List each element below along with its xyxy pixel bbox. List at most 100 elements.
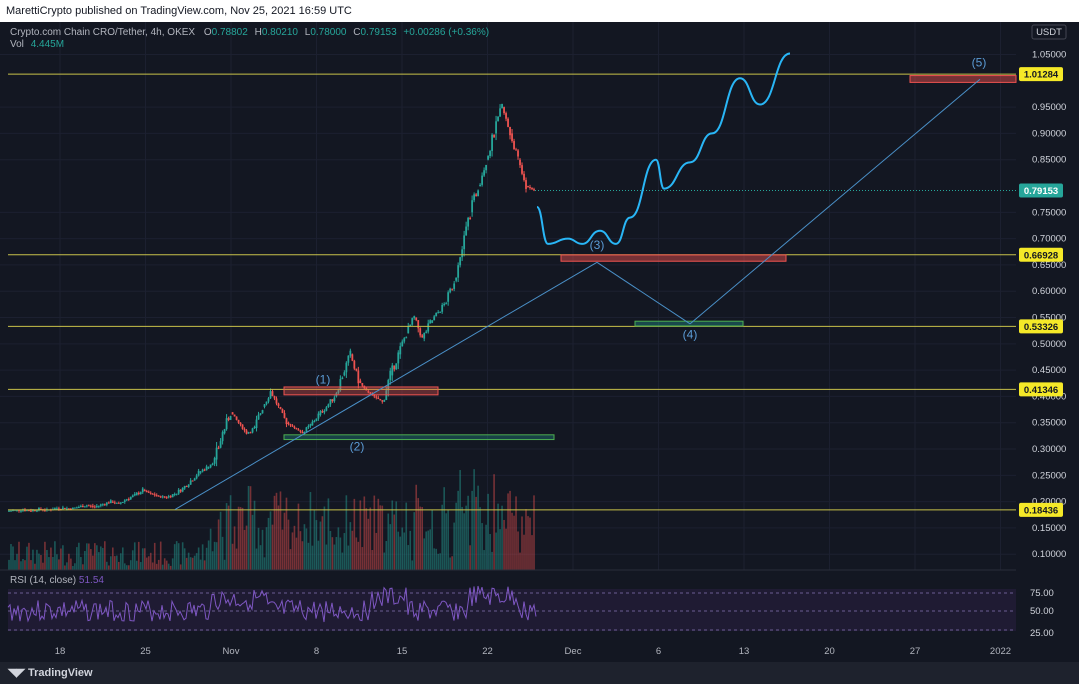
volume-bar xyxy=(481,523,483,570)
volume-bar xyxy=(26,546,28,570)
level-tag: 0.66928 xyxy=(1024,250,1058,261)
level-tag-bg xyxy=(1019,502,1063,517)
candle-body xyxy=(353,360,356,369)
volume-bar xyxy=(155,563,158,570)
volume-bar xyxy=(531,535,533,570)
volume-bar xyxy=(259,545,262,570)
volume-bar xyxy=(193,555,196,570)
candle-body xyxy=(139,492,142,495)
volume-bar xyxy=(143,548,146,570)
volume-bar xyxy=(247,485,250,570)
volume-bar xyxy=(125,565,128,570)
volume-bar xyxy=(52,557,54,570)
candle-body xyxy=(75,507,78,509)
volume-bar xyxy=(235,548,238,570)
volume-bar xyxy=(245,525,248,570)
candle-body xyxy=(225,418,228,430)
currency-box[interactable] xyxy=(1031,24,1067,40)
candle-body xyxy=(133,494,136,496)
candle-body xyxy=(513,141,515,150)
volume-bar xyxy=(319,521,322,570)
volume-bar xyxy=(147,556,150,570)
candle-body xyxy=(459,257,462,266)
volume-bar xyxy=(517,531,519,570)
volume-bar xyxy=(351,530,354,570)
candle-body xyxy=(303,431,306,434)
candle-body xyxy=(38,507,40,511)
candle-body xyxy=(101,504,104,506)
volume-bar xyxy=(237,506,240,570)
candle-body xyxy=(315,418,318,421)
volume-bar xyxy=(475,496,477,570)
candle-body xyxy=(457,265,460,278)
candle-body xyxy=(169,496,172,498)
candle-body xyxy=(221,432,224,442)
candle-body xyxy=(87,505,90,507)
volume-bar xyxy=(48,557,50,570)
volume-bar xyxy=(70,558,72,570)
volume-bar xyxy=(44,541,46,570)
candle-body xyxy=(525,180,527,189)
volume-bar xyxy=(163,558,166,570)
candle-body xyxy=(287,422,290,425)
price-chart[interactable]: (1) (2) (3) (4) (5) Crypto.com Chain CRO/Tet… xyxy=(0,22,1079,662)
price-axis[interactable]: 1.05000 0.95000 0.90000 0.85000 0.75000 0.700… xyxy=(1019,50,1066,561)
volume-bar xyxy=(121,547,124,570)
volume-bar xyxy=(485,524,487,570)
price-tick: 0.50000 xyxy=(1032,339,1066,350)
candle-body xyxy=(349,350,352,356)
legend-high: 0.80210 xyxy=(262,27,299,38)
volume-bar xyxy=(271,524,274,570)
price-tick: 0.20000 xyxy=(1032,497,1066,508)
candle-body xyxy=(357,370,360,384)
candle-body xyxy=(317,413,320,419)
volume-bar xyxy=(16,553,18,570)
candle-body xyxy=(427,323,430,332)
price-tick: 0.45000 xyxy=(1032,365,1066,376)
volume-bar xyxy=(333,544,336,570)
candle-body xyxy=(307,425,310,428)
volume-bar xyxy=(64,565,66,570)
candle-body xyxy=(181,487,184,492)
time-tick: 6 xyxy=(656,646,661,657)
volume-bar xyxy=(273,495,276,570)
candle-body xyxy=(309,424,312,426)
volume-bar xyxy=(131,550,134,570)
level-tag: 0.18436 xyxy=(1024,505,1058,516)
candle-body xyxy=(305,427,308,432)
candle-body xyxy=(111,501,114,503)
volume-bar xyxy=(38,553,40,570)
wave-line-4-5 xyxy=(689,78,981,325)
volume-bar xyxy=(397,531,400,570)
candle-body xyxy=(437,312,440,314)
candle-body xyxy=(409,324,412,327)
candle-body xyxy=(423,332,426,339)
volume-bar xyxy=(30,560,32,570)
candle-body xyxy=(479,184,482,187)
candle-body xyxy=(195,475,198,479)
candle-body xyxy=(211,463,214,465)
volume-bar xyxy=(461,506,463,570)
candle-body xyxy=(489,150,491,157)
candle-body xyxy=(253,426,256,429)
volume-bar xyxy=(403,532,406,570)
volume-bar xyxy=(62,545,64,570)
tradingview-logo[interactable]: ◥◤ TradingView xyxy=(8,667,93,679)
price-tick: 0.15000 xyxy=(1032,523,1066,534)
volume-bar xyxy=(207,540,210,570)
candle-body xyxy=(251,428,254,433)
rsi-pane: RSI (14, close) 51.54 75.00 50.00 25.00 xyxy=(0,569,1054,639)
time-axis[interactable]: 18 25 Nov 8 15 22 Dec 6 13 20 27 2022 xyxy=(55,646,1011,657)
time-tick: Nov xyxy=(223,646,240,657)
volume-bar xyxy=(241,507,244,570)
volume-bar xyxy=(503,519,505,570)
candle-body xyxy=(503,107,505,114)
candle-body xyxy=(215,447,218,460)
candle-body xyxy=(495,121,497,134)
candle-body xyxy=(36,510,38,512)
time-tick: 2022 xyxy=(990,646,1011,657)
candle-body xyxy=(451,288,454,290)
volume-bar xyxy=(355,537,358,570)
candle-body xyxy=(467,217,470,227)
legend-low: 0.78000 xyxy=(310,27,347,38)
